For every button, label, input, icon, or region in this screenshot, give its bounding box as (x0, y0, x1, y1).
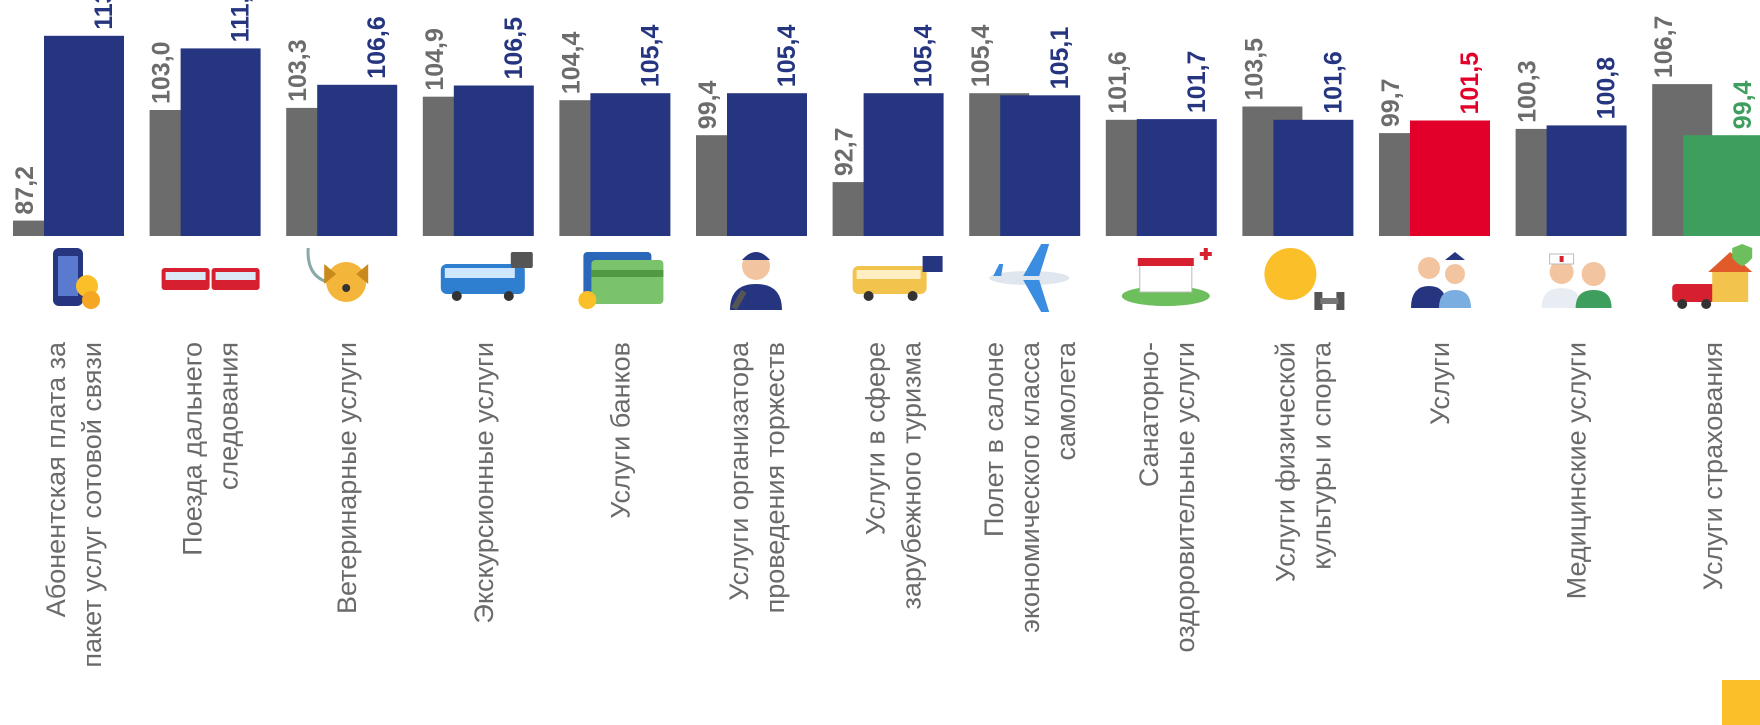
category-label-1-line-1: Абонентская плата за (41, 341, 71, 617)
bar-current-13 (1683, 135, 1760, 236)
value-label-prev-5: 104,4 (557, 32, 585, 95)
train-icon (161, 268, 260, 290)
insurance-house-car-icon (1672, 244, 1753, 309)
tour-bus-icon (852, 256, 943, 301)
category-label-2-line-2: следования (214, 342, 244, 490)
category-label-4-line-1: Экскурсионные услуги (469, 342, 499, 624)
category-label-7-line-2: зарубежного туризма (897, 341, 927, 609)
value-label-current-4: 106,5 (500, 17, 528, 80)
host-microphone-icon (730, 252, 782, 311)
value-label-current-1: 113,6 (90, 0, 118, 30)
category-label-3-line-1: Ветеринарные услуги (332, 342, 362, 614)
category-label-8-line-1: Полет в салоне (979, 342, 1009, 537)
services-people-icon (1411, 252, 1471, 308)
category-label-1-line-2: пакет услуг сотовой связи (77, 342, 107, 668)
category-label-5-line-1: Услуги банков (605, 342, 635, 519)
value-label-prev-12: 100,3 (1514, 60, 1542, 123)
category-label-8-line-3: самолета (1051, 341, 1081, 460)
icons-layer (53, 244, 1753, 312)
category-label-7-line-1: Услуги в сфере (861, 342, 891, 535)
value-label-prev-4: 104,9 (421, 28, 449, 91)
bar-current-8 (1000, 95, 1081, 236)
value-labels-layer: 87,2 113,6 103,0 111,8 103,3 106,6 104,9 106,5 1… (11, 0, 1757, 215)
category-label-10-line-1: Услуги физической (1270, 342, 1300, 582)
value-label-current-5: 105,4 (636, 25, 664, 88)
value-label-prev-10: 103,5 (1240, 38, 1268, 101)
bank-card-icon (578, 252, 664, 309)
dog-stethoscope-icon (306, 247, 369, 302)
value-label-prev-8: 105,4 (967, 25, 995, 88)
bar-current-3 (317, 84, 398, 236)
bar-current-12 (1546, 125, 1627, 236)
bar-current-11 (1410, 120, 1490, 236)
value-label-prev-11: 99,7 (1377, 78, 1405, 127)
value-label-current-6: 105,4 (773, 25, 801, 88)
bus-camera-icon (440, 252, 533, 301)
category-label-10-line-2: культуры и спорта (1306, 341, 1336, 570)
sport-ball-dumbbell-icon (1264, 248, 1345, 310)
value-label-current-2: 111,8 (227, 0, 255, 42)
category-labels-layer: Абонентская плата за пакет услуг сотовой … (41, 341, 1728, 668)
category-label-11-line-1: Услуги (1425, 342, 1455, 425)
bar-current-7 (863, 93, 944, 236)
bars-layer (13, 35, 1760, 237)
category-label-9-line-2: оздоровительные услуги (1170, 342, 1200, 652)
category-label-9-line-1: Санаторно- (1134, 342, 1164, 487)
corner-accent-square (1722, 680, 1760, 725)
category-label-12-line-1: Медицинские услуги (1562, 342, 1592, 599)
value-label-current-12: 100,8 (1593, 57, 1621, 120)
bar-current-10 (1273, 119, 1354, 236)
value-label-current-11: 101,5 (1456, 52, 1484, 115)
value-label-prev-9: 101,6 (1104, 51, 1132, 114)
bar-current-2 (180, 48, 261, 237)
value-label-current-9: 101,7 (1183, 51, 1211, 114)
category-label-6-line-1: Услуги организатора (724, 341, 754, 601)
category-label-13-line-1: Услуги страхования (1698, 342, 1728, 590)
bar-current-6 (727, 93, 807, 236)
value-label-prev-13: 106,7 (1650, 16, 1678, 79)
airplane-icon (989, 244, 1070, 312)
smartphone-coins-icon (53, 248, 100, 309)
value-label-current-7: 105,4 (910, 25, 938, 88)
category-label-8-line-2: экономического класса (1015, 341, 1045, 633)
bar-current-9 (1136, 119, 1217, 236)
bar-current-1 (44, 35, 124, 236)
value-label-prev-6: 99,4 (694, 80, 722, 129)
value-label-prev-7: 92,7 (831, 127, 859, 176)
value-label-current-10: 101,6 (1319, 51, 1347, 114)
sanatorium-icon (1121, 248, 1212, 306)
value-label-prev-2: 103,0 (148, 41, 176, 104)
bar-current-4 (453, 85, 534, 236)
value-label-current-3: 106,6 (363, 16, 391, 79)
value-label-current-8: 105,1 (1046, 27, 1074, 90)
category-label-2-line-1: Поезда дальнего (178, 342, 208, 556)
medical-staff-icon (1541, 253, 1612, 308)
category-label-6-line-2: проведения торжеств (760, 342, 790, 613)
value-label-prev-3: 103,3 (284, 39, 312, 102)
value-label-prev-1: 87,2 (11, 166, 39, 215)
value-label-current-13: 99,4 (1729, 80, 1757, 129)
bar-current-5 (590, 93, 671, 236)
